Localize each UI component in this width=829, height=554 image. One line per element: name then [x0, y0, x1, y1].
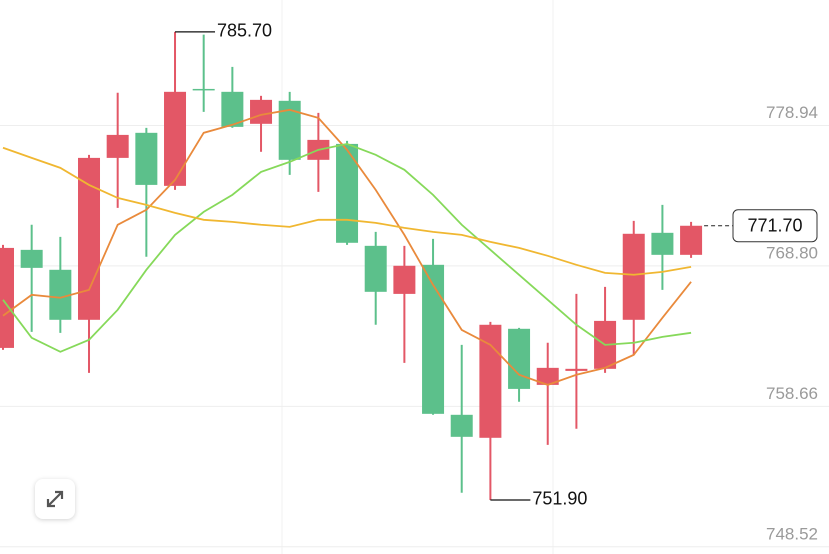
candle-body: [0, 247, 14, 348]
last-price-box: [732, 209, 818, 243]
candle-body: [164, 91, 187, 186]
candle-body: [393, 265, 416, 294]
y-tick-label: 778.94: [766, 103, 818, 122]
candle-body: [479, 324, 502, 438]
candle-body: [508, 328, 531, 389]
candle-body: [364, 245, 387, 292]
y-tick-label: 748.52: [766, 524, 818, 543]
expand-button[interactable]: [35, 479, 75, 519]
candle-body: [106, 134, 129, 158]
low-marker-label: 751.90: [532, 489, 587, 509]
high-marker-label: 785.70: [217, 21, 272, 41]
candle-body: [336, 143, 359, 243]
expand-icon: [46, 490, 64, 508]
candle-body: [278, 100, 301, 160]
candle-body: [135, 132, 158, 185]
y-tick-label: 768.80: [766, 243, 818, 262]
candle-body: [221, 91, 244, 127]
y-tick-label: 758.66: [766, 384, 818, 403]
candle-body: [20, 249, 43, 268]
candle-body: [49, 269, 72, 320]
candle-body: [78, 157, 101, 320]
moving-average-line: [2, 146, 692, 276]
candle-body: [422, 264, 445, 414]
moving-average-line: [2, 142, 692, 353]
last-price-label: 771.70: [747, 216, 802, 236]
candle-body: [250, 99, 273, 124]
candle-body: [680, 225, 703, 255]
candle-body: [565, 368, 588, 371]
moving-average-line: [2, 108, 692, 386]
candle-body: [536, 367, 559, 385]
candle-body: [651, 232, 674, 255]
candle-body: [192, 88, 215, 91]
candle-body: [450, 414, 473, 437]
candle-body: [622, 233, 645, 320]
